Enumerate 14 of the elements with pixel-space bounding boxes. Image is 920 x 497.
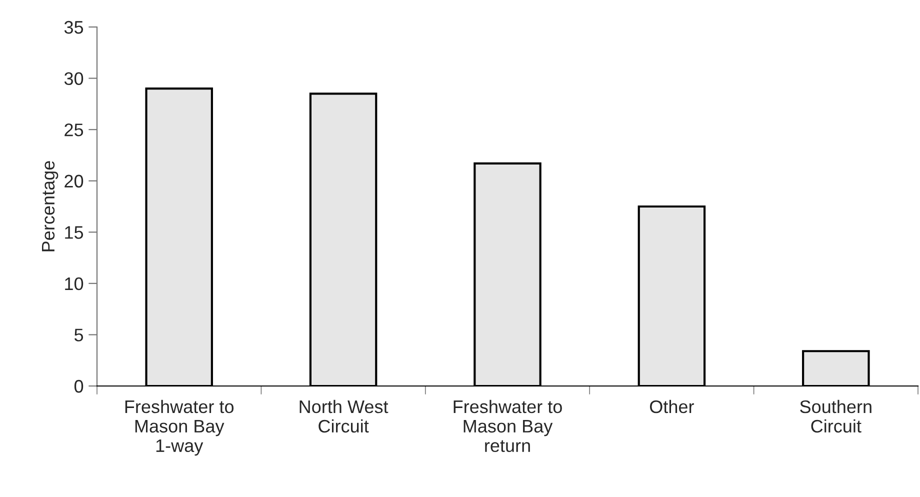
x-tick-label: Southern Circuit (800, 400, 872, 433)
y-tick-label: 5 (74, 328, 84, 342)
y-tick-label: 25 (64, 124, 84, 136)
y-tick-label: 15 (65, 226, 84, 239)
x-tick-label: Freshwater to Mason Bay 1-way (125, 400, 234, 456)
y-tick-label: 20 (64, 174, 84, 188)
y-tick-label: 10 (65, 277, 84, 290)
x-tick-label: Freshwater to Mason Bay return (454, 400, 562, 452)
x-tick-label: Other (650, 400, 694, 414)
x-tick-label: North West Circuit (300, 400, 388, 433)
y-tick-label: 30 (64, 72, 84, 86)
y-axis-title: Percentage (42, 161, 58, 252)
y-tick-label: 35 (64, 20, 84, 34)
y-tick-label: 0 (74, 380, 84, 393)
